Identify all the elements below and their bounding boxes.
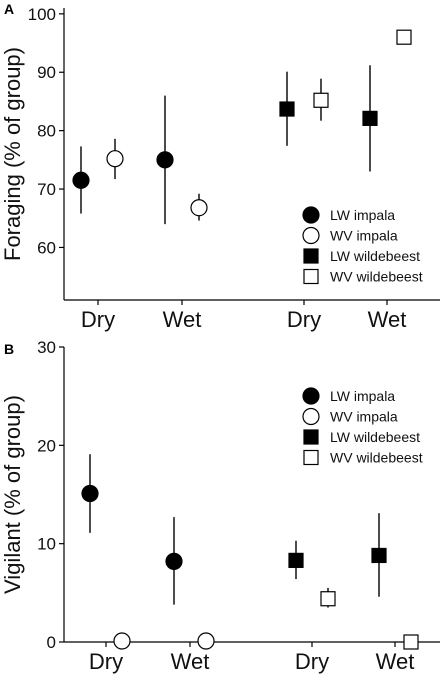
series-filled-square	[288, 513, 387, 597]
data-point	[371, 547, 387, 564]
data-point	[320, 591, 336, 607]
y-tick-label: 90	[37, 63, 56, 82]
y-tick-label: 60	[37, 238, 56, 257]
chart-panel-a: A 60 70 80 90 100 Foraging (% of group) Dry Wet D…	[0, 1, 440, 332]
y-tick-label: 0	[47, 633, 56, 652]
y-tick-label: 10	[37, 535, 56, 554]
panel-label: A	[4, 1, 14, 17]
x-category-label: Dry	[295, 649, 329, 674]
series-open-circle	[113, 632, 215, 650]
data-point	[113, 632, 131, 650]
series-open-circle	[106, 138, 208, 221]
legend-marker	[303, 429, 319, 445]
data-point	[81, 484, 99, 503]
data-point	[288, 552, 304, 568]
legend: LW impala WV impala LW wildebeest WV wildeb…	[302, 387, 423, 466]
legend-marker	[302, 226, 320, 245]
data-point	[313, 92, 329, 108]
x-category-label: Wet	[171, 649, 210, 674]
chart-panel-b: B 0 10 20 30 Vigilant (% of group) Dry Wet Dry We…	[0, 338, 440, 674]
x-category-label: Dry	[287, 307, 321, 332]
legend-marker	[302, 387, 320, 405]
data-point	[72, 171, 90, 189]
legend-label: WV wildebeest	[330, 450, 423, 466]
legend-label: WV wildebeest	[330, 269, 423, 285]
series-filled-circle	[72, 95, 174, 225]
data-point	[165, 552, 183, 570]
y-axis-title: Vigilant (% of group)	[0, 395, 25, 594]
legend-label: LW impala	[330, 207, 395, 223]
data-point	[362, 110, 378, 126]
legend-marker	[303, 248, 319, 264]
x-category-label: Wet	[163, 307, 202, 332]
legend: LW impala WV impala LW wildebeest WV wildeb…	[302, 206, 423, 285]
series-open-square	[320, 587, 419, 650]
y-tick-label: 20	[37, 436, 56, 455]
data-point	[403, 634, 419, 650]
data-point	[279, 101, 295, 117]
series-open-square	[313, 29, 412, 121]
x-category-label: Dry	[81, 307, 115, 332]
y-tick-label: 80	[37, 122, 56, 141]
panel-label: B	[4, 341, 14, 357]
y-axis-title: Foraging (% of group)	[0, 47, 25, 261]
y-tick-label: 100	[28, 5, 56, 24]
legend-marker	[303, 268, 319, 285]
y-tick-label: 70	[37, 180, 56, 199]
legend-marker	[303, 449, 319, 466]
data-point	[396, 29, 412, 45]
legend-label: LW wildebeest	[330, 248, 420, 264]
legend-marker	[302, 407, 320, 426]
legend-label: WV impala	[330, 409, 398, 425]
x-category-label: Wet	[368, 307, 407, 332]
data-point	[190, 199, 208, 217]
data-point	[106, 150, 124, 168]
x-category-label: Dry	[89, 649, 123, 674]
data-point	[197, 632, 215, 650]
x-category-label: Wet	[376, 649, 415, 674]
legend-label: LW impala	[330, 388, 395, 404]
series-filled-circle	[81, 454, 183, 605]
data-point	[156, 151, 174, 169]
legend-marker	[302, 206, 320, 224]
legend-label: LW wildebeest	[330, 429, 420, 445]
series-filled-square	[279, 65, 378, 172]
y-tick-label: 30	[37, 338, 56, 357]
legend-label: WV impala	[330, 228, 398, 244]
